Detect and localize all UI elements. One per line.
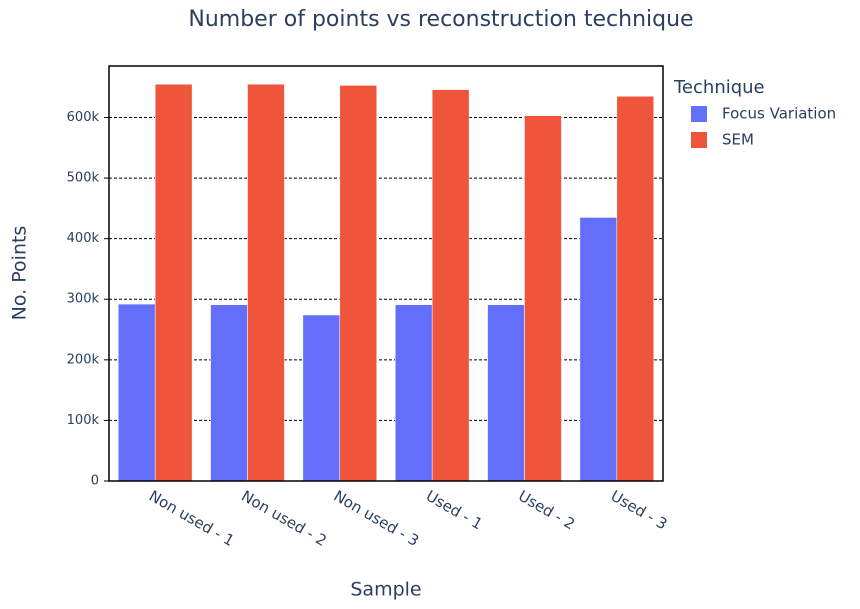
y-axis-title: No. Points xyxy=(9,226,31,321)
bar xyxy=(524,115,562,482)
y-tick-label: 0 xyxy=(91,474,99,489)
y-tick-label: 300k xyxy=(67,292,100,307)
bar xyxy=(394,304,433,482)
y-tick-label: 500k xyxy=(67,171,100,186)
y-tick-label: 200k xyxy=(67,352,100,367)
plot-frame xyxy=(108,65,664,482)
bar xyxy=(431,89,470,482)
bar xyxy=(339,85,378,482)
x-axis-title: Sample xyxy=(350,579,421,601)
bar xyxy=(579,217,618,482)
bar xyxy=(154,83,193,482)
legend-title: Technique xyxy=(673,77,765,98)
bar xyxy=(247,83,285,482)
bar xyxy=(302,314,341,482)
y-tick-label: 600k xyxy=(67,110,100,125)
x-tick-label: Used - 3 xyxy=(608,487,671,534)
x-tick-label: Non used - 1 xyxy=(146,487,237,550)
legend-swatch xyxy=(691,106,707,122)
y-tick-label: 400k xyxy=(67,231,100,246)
legend-label: Focus Variation xyxy=(722,105,836,123)
x-tick-label: Used - 1 xyxy=(423,487,486,534)
y-tick-label: 100k xyxy=(67,413,100,428)
legend-swatch xyxy=(691,132,707,148)
bar xyxy=(487,304,525,482)
chart-title: Number of points vs reconstruction techn… xyxy=(188,7,693,32)
x-tick-label: Non used - 2 xyxy=(238,487,329,550)
bar xyxy=(117,303,156,482)
bar xyxy=(210,304,248,482)
bar xyxy=(616,96,655,482)
legend-label: SEM xyxy=(722,131,754,149)
x-tick-label: Used - 2 xyxy=(515,487,578,534)
x-tick-label: Non used - 3 xyxy=(331,487,422,550)
